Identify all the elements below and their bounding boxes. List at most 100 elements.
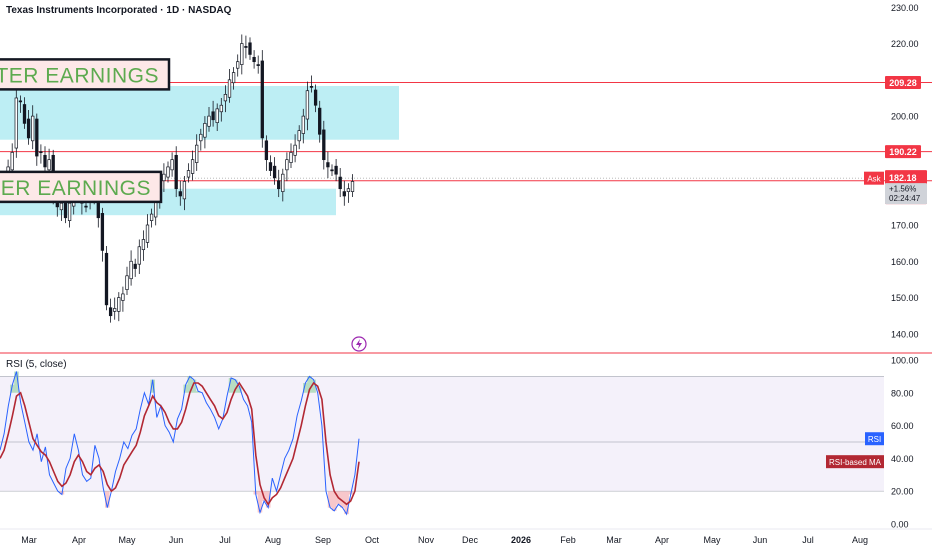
candle-body xyxy=(47,159,51,171)
chart-title: Texas Instruments Incorporated · 1D · NA… xyxy=(6,5,232,16)
candle-body xyxy=(174,154,178,190)
candle-body xyxy=(35,118,39,157)
candle-body xyxy=(350,181,355,192)
price-tick-label: 140.00 xyxy=(891,329,919,339)
candle-body xyxy=(186,170,191,178)
candle-body xyxy=(162,173,166,182)
candle-body xyxy=(133,263,137,269)
rsi-tick-label: 20.00 xyxy=(891,487,914,497)
time-tick-label: May xyxy=(703,535,721,545)
time-tick-label: Mar xyxy=(606,535,622,545)
time-tick-label: May xyxy=(118,535,136,545)
candle-body xyxy=(272,165,277,179)
candle-body xyxy=(240,43,244,65)
candle-body xyxy=(301,115,305,134)
candle-body xyxy=(285,159,289,171)
price-tick-label: 230.00 xyxy=(891,3,919,13)
candle-body xyxy=(199,133,203,142)
rsi-axis[interactable]: 100.00 80.00 60.00 40.00 20.00 0.00 RSI RSI-bas… xyxy=(826,356,919,530)
event-lightning-icon[interactable] xyxy=(351,336,367,352)
time-tick-label: Jul xyxy=(802,535,814,545)
candle-body xyxy=(100,213,105,251)
candle-body xyxy=(215,108,219,124)
level-label: 209.28 xyxy=(889,78,917,88)
rsi-line xyxy=(0,371,360,516)
candle-body xyxy=(219,104,223,113)
candle-body xyxy=(117,297,121,312)
rsi-ma-label: RSI-based MA xyxy=(829,458,882,467)
time-tick-label: Aug xyxy=(265,535,281,545)
time-tick-label: Oct xyxy=(365,535,380,545)
candle-body xyxy=(256,64,260,66)
price-tick-label: 160.00 xyxy=(891,257,919,267)
candle-body xyxy=(10,152,14,171)
candle-body xyxy=(14,97,18,149)
candle-body xyxy=(223,94,228,102)
annotations-layer: TER EARNINGS ER EARNINGS xyxy=(0,58,171,204)
candle-body xyxy=(129,260,133,280)
price-tick-label: 220.00 xyxy=(891,39,919,49)
ask-tag-label: Ask xyxy=(867,175,881,184)
candle-body xyxy=(125,275,129,290)
candle-body xyxy=(330,169,334,172)
candle-body xyxy=(281,173,285,192)
zone-upper xyxy=(0,86,399,140)
time-tick-label: Jun xyxy=(169,535,184,545)
candle-body xyxy=(141,239,146,251)
candle-body xyxy=(338,176,342,190)
candle-body xyxy=(318,107,322,135)
rsi-label: RSI xyxy=(868,435,881,444)
time-tick-label: Sep xyxy=(315,535,331,545)
time-tick-label: Apr xyxy=(72,535,86,545)
candle-body xyxy=(326,162,330,168)
level-label-box xyxy=(885,75,921,89)
rsi-tick-label: 0.00 xyxy=(891,520,909,530)
candle-body xyxy=(227,79,232,98)
time-tick-label: Aug xyxy=(852,535,868,545)
rsi-pane xyxy=(0,371,884,516)
price-tick-label: 170.00 xyxy=(891,220,919,230)
rsi-tick-label: 80.00 xyxy=(891,388,914,398)
candle-body xyxy=(313,89,318,106)
candle-body xyxy=(236,61,240,69)
candle-body xyxy=(67,202,72,221)
candle-body xyxy=(145,224,150,243)
annotation-text: TER EARNINGS xyxy=(0,64,159,87)
rsi-overbought-fill xyxy=(10,371,316,393)
time-tick-label: Apr xyxy=(655,535,669,545)
rsi-label-box xyxy=(865,432,884,446)
candle-body xyxy=(43,154,47,168)
level-label-box xyxy=(885,145,921,159)
candle-body xyxy=(211,111,215,121)
time-axis[interactable]: Mar Apr May Jun Jul Aug Sep Oct Nov Dec 2026 Feb Mar… xyxy=(0,528,932,545)
time-tick-label: Nov xyxy=(418,535,435,545)
annotation-box xyxy=(0,58,171,91)
candle-body xyxy=(244,46,248,48)
rsi-tick-label: 100.00 xyxy=(891,356,919,366)
candle-body xyxy=(289,152,293,163)
rsi-tick-label: 60.00 xyxy=(891,421,914,431)
last-price-sub-box xyxy=(885,183,927,205)
candle-body xyxy=(59,202,64,211)
time-tick-label: 2026 xyxy=(511,535,531,545)
candle-body xyxy=(178,191,182,197)
candle-body xyxy=(277,180,281,190)
annotation-box xyxy=(0,170,163,204)
ask-tag-box xyxy=(864,171,884,185)
candles-layer xyxy=(2,34,355,323)
candle-body xyxy=(195,144,199,163)
candle-body xyxy=(39,151,43,154)
axis-price-labels: 209.28 190.22 Ask 182.18 +1.56%02:24:47 xyxy=(864,75,927,205)
level-label: 190.22 xyxy=(889,147,917,157)
last-price-change: +1.56% xyxy=(889,185,916,194)
time-tick-label: Jul xyxy=(219,535,231,545)
last-price-value: 182.18 xyxy=(889,173,917,183)
candle-body xyxy=(293,144,297,156)
candle-body xyxy=(305,90,310,120)
candle-body xyxy=(26,118,31,139)
candle-body xyxy=(182,181,187,200)
rsi-ma-label-box xyxy=(826,455,884,469)
candle-body xyxy=(22,104,27,124)
